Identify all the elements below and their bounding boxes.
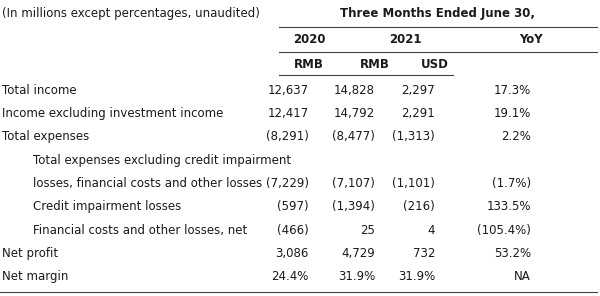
Text: 12,637: 12,637 (268, 83, 309, 96)
Text: 19.1%: 19.1% (494, 107, 531, 120)
Text: (8,291): (8,291) (266, 130, 309, 143)
Text: (466): (466) (277, 224, 309, 237)
Text: (105.4%): (105.4%) (477, 224, 531, 237)
Text: (597): (597) (277, 200, 309, 213)
Text: Total expenses excluding credit impairment: Total expenses excluding credit impairme… (33, 154, 291, 167)
Text: (8,477): (8,477) (332, 130, 375, 143)
Text: RMB: RMB (294, 58, 324, 71)
Text: 25: 25 (360, 224, 375, 237)
Text: 2020: 2020 (293, 33, 325, 46)
Text: Net profit: Net profit (2, 247, 58, 260)
Text: Three Months Ended June 30,: Three Months Ended June 30, (341, 7, 536, 20)
Text: NA: NA (514, 271, 531, 284)
Text: RMB: RMB (360, 58, 390, 71)
Text: Credit impairment losses: Credit impairment losses (33, 200, 181, 213)
Text: 133.5%: 133.5% (487, 200, 531, 213)
Text: 31.9%: 31.9% (398, 271, 435, 284)
Text: 2021: 2021 (389, 33, 421, 46)
Text: (1,313): (1,313) (392, 130, 435, 143)
Text: Income excluding investment income: Income excluding investment income (2, 107, 223, 120)
Text: 732: 732 (413, 247, 435, 260)
Text: Net margin: Net margin (2, 271, 68, 284)
Text: 14,792: 14,792 (334, 107, 375, 120)
Text: 31.9%: 31.9% (338, 271, 375, 284)
Text: (1,101): (1,101) (392, 177, 435, 190)
Text: 2.2%: 2.2% (501, 130, 531, 143)
Text: 2,297: 2,297 (401, 83, 435, 96)
Text: Financial costs and other losses, net: Financial costs and other losses, net (33, 224, 247, 237)
Text: YoY: YoY (519, 33, 543, 46)
Text: USD: USD (421, 58, 449, 71)
Text: (7,107): (7,107) (332, 177, 375, 190)
Text: (216): (216) (403, 200, 435, 213)
Text: Total income: Total income (2, 83, 76, 96)
Text: 17.3%: 17.3% (494, 83, 531, 96)
Text: losses, financial costs and other losses: losses, financial costs and other losses (33, 177, 262, 190)
Text: 24.4%: 24.4% (272, 271, 309, 284)
Text: 4,729: 4,729 (341, 247, 375, 260)
Text: 53.2%: 53.2% (494, 247, 531, 260)
Text: 12,417: 12,417 (268, 107, 309, 120)
Text: (7,229): (7,229) (266, 177, 309, 190)
Text: (1.7%): (1.7%) (492, 177, 531, 190)
Text: 2,291: 2,291 (401, 107, 435, 120)
Text: 4: 4 (427, 224, 435, 237)
Text: 3,086: 3,086 (275, 247, 309, 260)
Text: Total expenses: Total expenses (2, 130, 89, 143)
Text: (In millions except percentages, unaudited): (In millions except percentages, unaudit… (2, 7, 260, 20)
Text: 14,828: 14,828 (334, 83, 375, 96)
Text: (1,394): (1,394) (332, 200, 375, 213)
